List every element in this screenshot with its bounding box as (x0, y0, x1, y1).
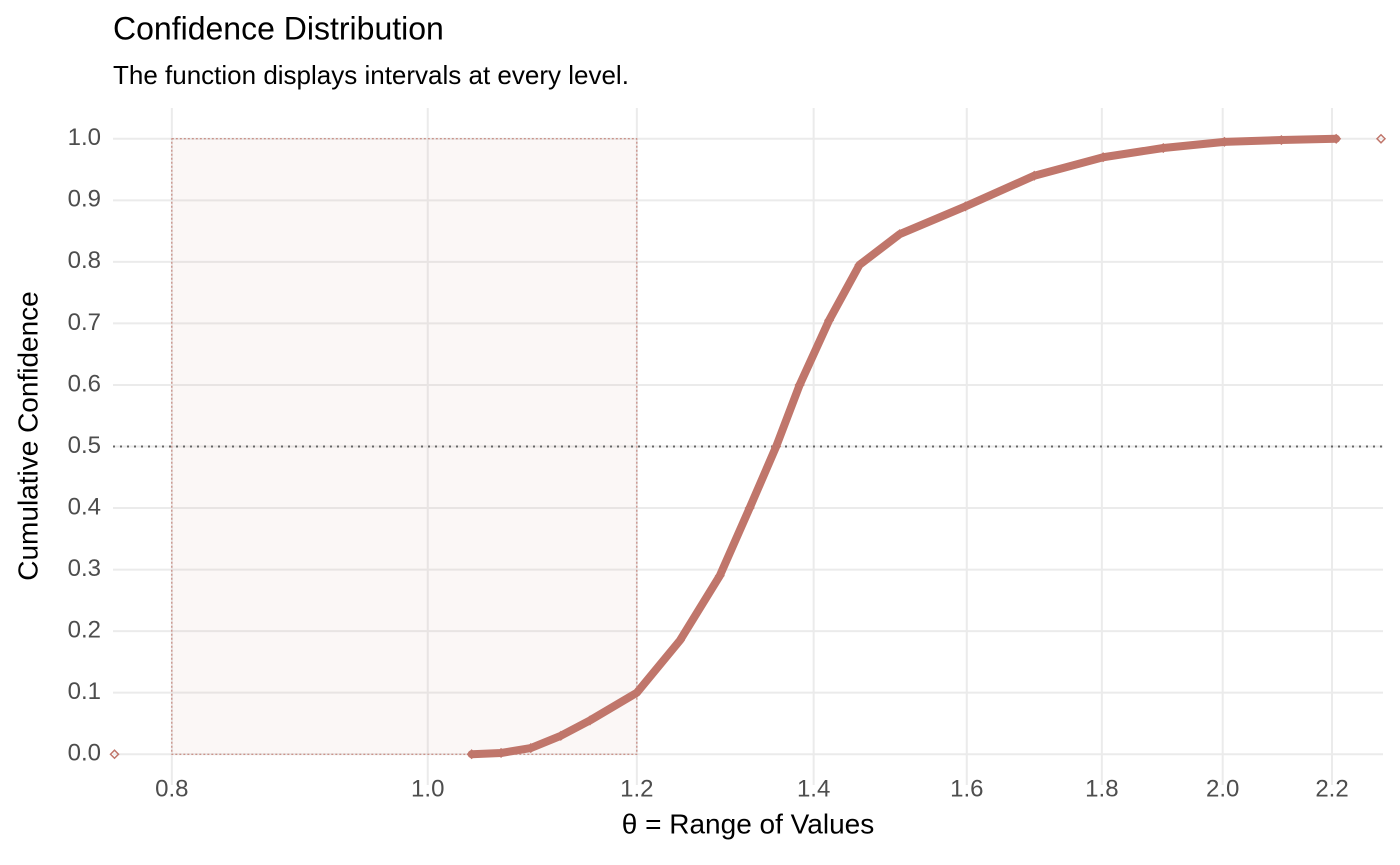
point (584, 715, 596, 726)
y-tick-label: 0.5 (68, 432, 101, 459)
y-tick-label: 0.2 (68, 616, 101, 643)
point (674, 635, 686, 646)
point (109, 749, 120, 760)
point (466, 749, 477, 760)
point (555, 730, 566, 741)
y-tick-label: 0.8 (68, 247, 101, 274)
point (1276, 134, 1287, 146)
point (894, 229, 905, 240)
y-axis-label: Cumulative Confidence (12, 291, 43, 581)
point (1331, 133, 1342, 144)
point (744, 502, 755, 514)
x-tick-label: 1.8 (1085, 775, 1118, 802)
x-tick-label: 0.8 (155, 775, 188, 802)
point (1029, 170, 1040, 181)
x-tick-label: 2.2 (1315, 775, 1348, 802)
x-tick-label: 2.0 (1206, 775, 1239, 802)
point (525, 743, 536, 754)
point (1098, 152, 1109, 163)
point (794, 379, 805, 391)
interval-band (171, 138, 638, 755)
point (771, 441, 782, 452)
chart-title: Confidence Distribution (113, 10, 444, 46)
point (960, 201, 971, 212)
y-tick-label: 0.1 (68, 678, 101, 705)
chart-subtitle: The function displays intervals at every… (113, 60, 629, 90)
x-tick-label: 1.2 (620, 775, 653, 802)
y-tick-label: 0.6 (68, 370, 101, 397)
y-tick-label: 0.7 (68, 309, 101, 336)
point (714, 570, 725, 581)
x-tick-label: 1.0 (411, 775, 444, 802)
point (1158, 142, 1169, 154)
point (854, 259, 865, 271)
curve (467, 134, 1341, 759)
y-tick-label: 0.9 (68, 186, 101, 213)
point (631, 687, 642, 698)
y-tick-label: 0.3 (68, 555, 101, 582)
y-tick-label: 0.4 (68, 493, 101, 520)
point (824, 315, 835, 326)
point (1375, 133, 1387, 144)
y-tick-label: 0.0 (68, 740, 101, 767)
point (1219, 136, 1230, 147)
x-axis-label: θ = Range of Values (622, 808, 874, 839)
y-tick-label: 1.0 (68, 124, 101, 151)
x-tick-label: 1.6 (950, 775, 983, 802)
point (495, 747, 507, 759)
x-tick-label: 1.4 (797, 775, 830, 802)
